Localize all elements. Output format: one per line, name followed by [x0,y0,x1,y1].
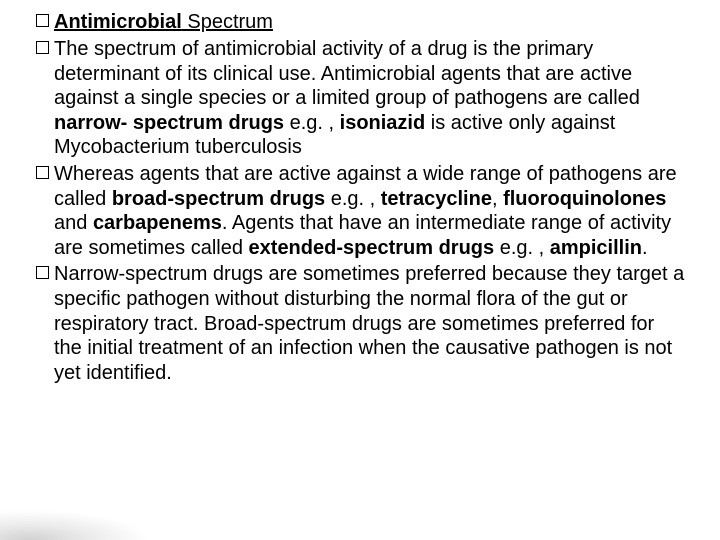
text-run: e.g. , [284,112,340,134]
text-run: isoniazid [340,112,426,134]
text-run: narrow- spectrum drugs [54,112,284,134]
text-run: broad-spectrum drugs [112,188,325,210]
bullet-item: Narrow-spectrum drugs are sometimes pref… [36,262,686,385]
text-run: , [492,188,503,210]
text-run: e.g. , [494,237,550,259]
title-bold: Antimicrobial [54,11,182,33]
square-bullet-icon [36,14,49,27]
title-rest: Spectrum [182,11,273,33]
text-run: carbapenems [93,212,222,234]
bullet-item: Whereas agents that are active against a… [36,162,686,260]
text-run: ampicillin [550,237,642,259]
text-run: extended-spectrum drugs [249,237,495,259]
corner-shadow [0,510,150,540]
text-run: e.g. , [325,188,381,210]
text-run: tetracycline [381,188,492,210]
title: Antimicrobial Spectrum [36,10,686,35]
text-run: . [642,237,648,259]
square-bullet-icon [36,41,49,54]
text-run: The spectrum of antimicrobial activity o… [54,38,640,109]
bullet-item: The spectrum of antimicrobial activity o… [36,37,686,160]
text-run: Narrow-spectrum drugs are sometimes pref… [54,263,684,383]
text-run: fluoroquinolones [503,188,666,210]
text-run: and [54,212,93,234]
square-bullet-icon [36,166,49,179]
square-bullet-icon [36,266,49,279]
slide: Antimicrobial Spectrum The spectrum of a… [0,0,720,540]
body-text: The spectrum of antimicrobial activity o… [36,37,686,385]
